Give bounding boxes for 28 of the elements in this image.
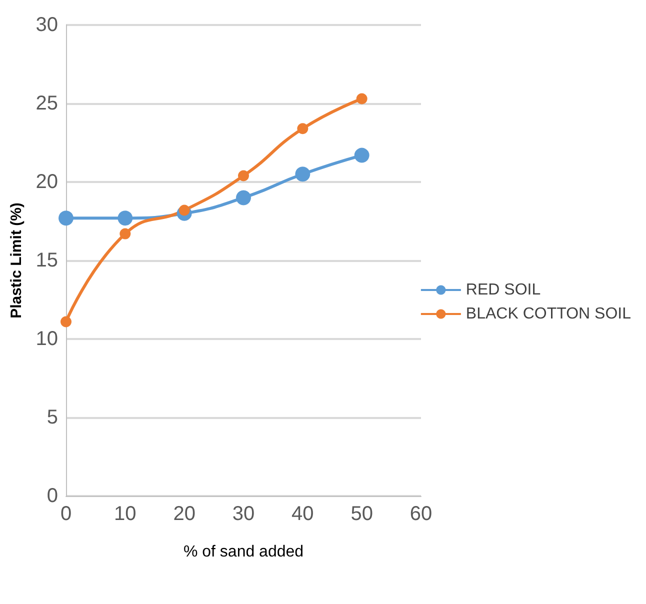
- x-axis-title: % of sand added: [183, 544, 304, 560]
- y-tick-label: 0: [46, 485, 58, 507]
- point: [297, 123, 308, 134]
- point: [60, 316, 72, 328]
- y-tick-label: 20: [36, 171, 58, 193]
- y-axis-title: Plastic Limit (%): [8, 202, 25, 318]
- point: [295, 166, 310, 182]
- point: [58, 210, 74, 226]
- y-tick-label: 25: [36, 92, 58, 114]
- point: [356, 93, 368, 104]
- x-tick-label: 60: [410, 503, 432, 525]
- y-tick-label: 30: [36, 14, 58, 36]
- y-tick-label: 15: [36, 250, 58, 272]
- x-tick-label: 20: [173, 503, 196, 525]
- x-tick-label: 50: [350, 503, 373, 525]
- legend-label: RED SOIL: [466, 282, 541, 298]
- point: [354, 148, 370, 163]
- x-tick-label: 10: [114, 503, 136, 525]
- x-tick-label: 0: [60, 503, 72, 525]
- point: [120, 228, 131, 240]
- x-tick-label: 40: [292, 503, 314, 525]
- point: [236, 190, 251, 206]
- x-tick-label: 30: [232, 503, 255, 525]
- point: [238, 170, 249, 182]
- y-tick-label: 10: [36, 328, 58, 350]
- legend-label: BLACK COTTON SOIL: [466, 306, 632, 322]
- y-tick-label: 5: [46, 406, 58, 428]
- point: [118, 210, 133, 226]
